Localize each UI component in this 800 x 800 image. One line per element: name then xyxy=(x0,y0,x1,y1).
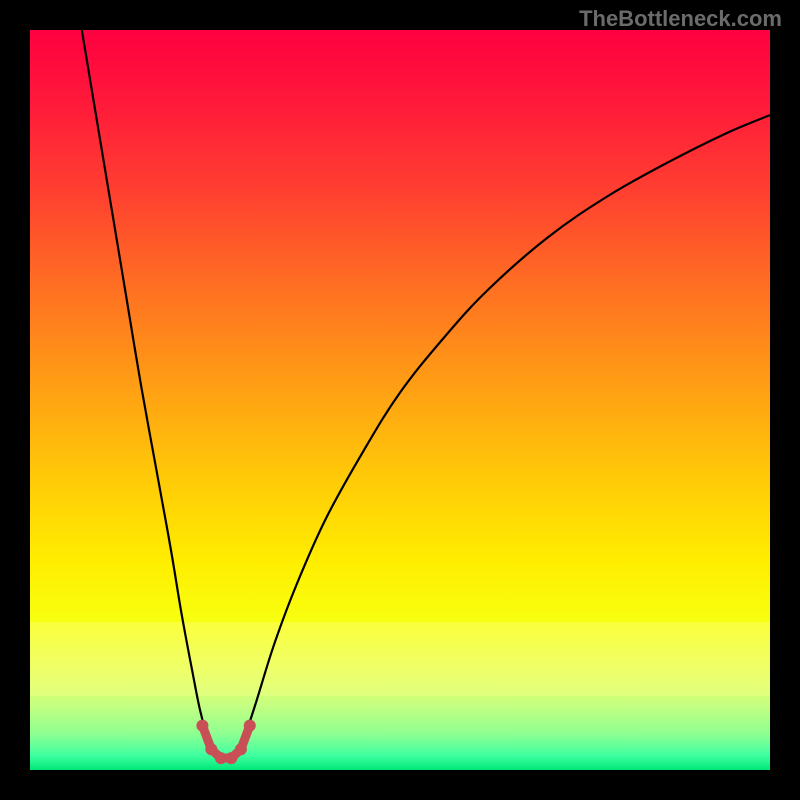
chart-plot-area xyxy=(30,30,770,770)
marker-dot xyxy=(225,752,237,764)
chart-svg xyxy=(30,30,770,770)
watermark-text: TheBottleneck.com xyxy=(579,6,782,32)
marker-dot xyxy=(244,720,256,732)
marker-dot xyxy=(215,752,227,764)
marker-dot xyxy=(235,743,247,755)
marker-dot xyxy=(196,720,208,732)
chart-band xyxy=(30,622,770,696)
marker-dot xyxy=(205,743,217,755)
